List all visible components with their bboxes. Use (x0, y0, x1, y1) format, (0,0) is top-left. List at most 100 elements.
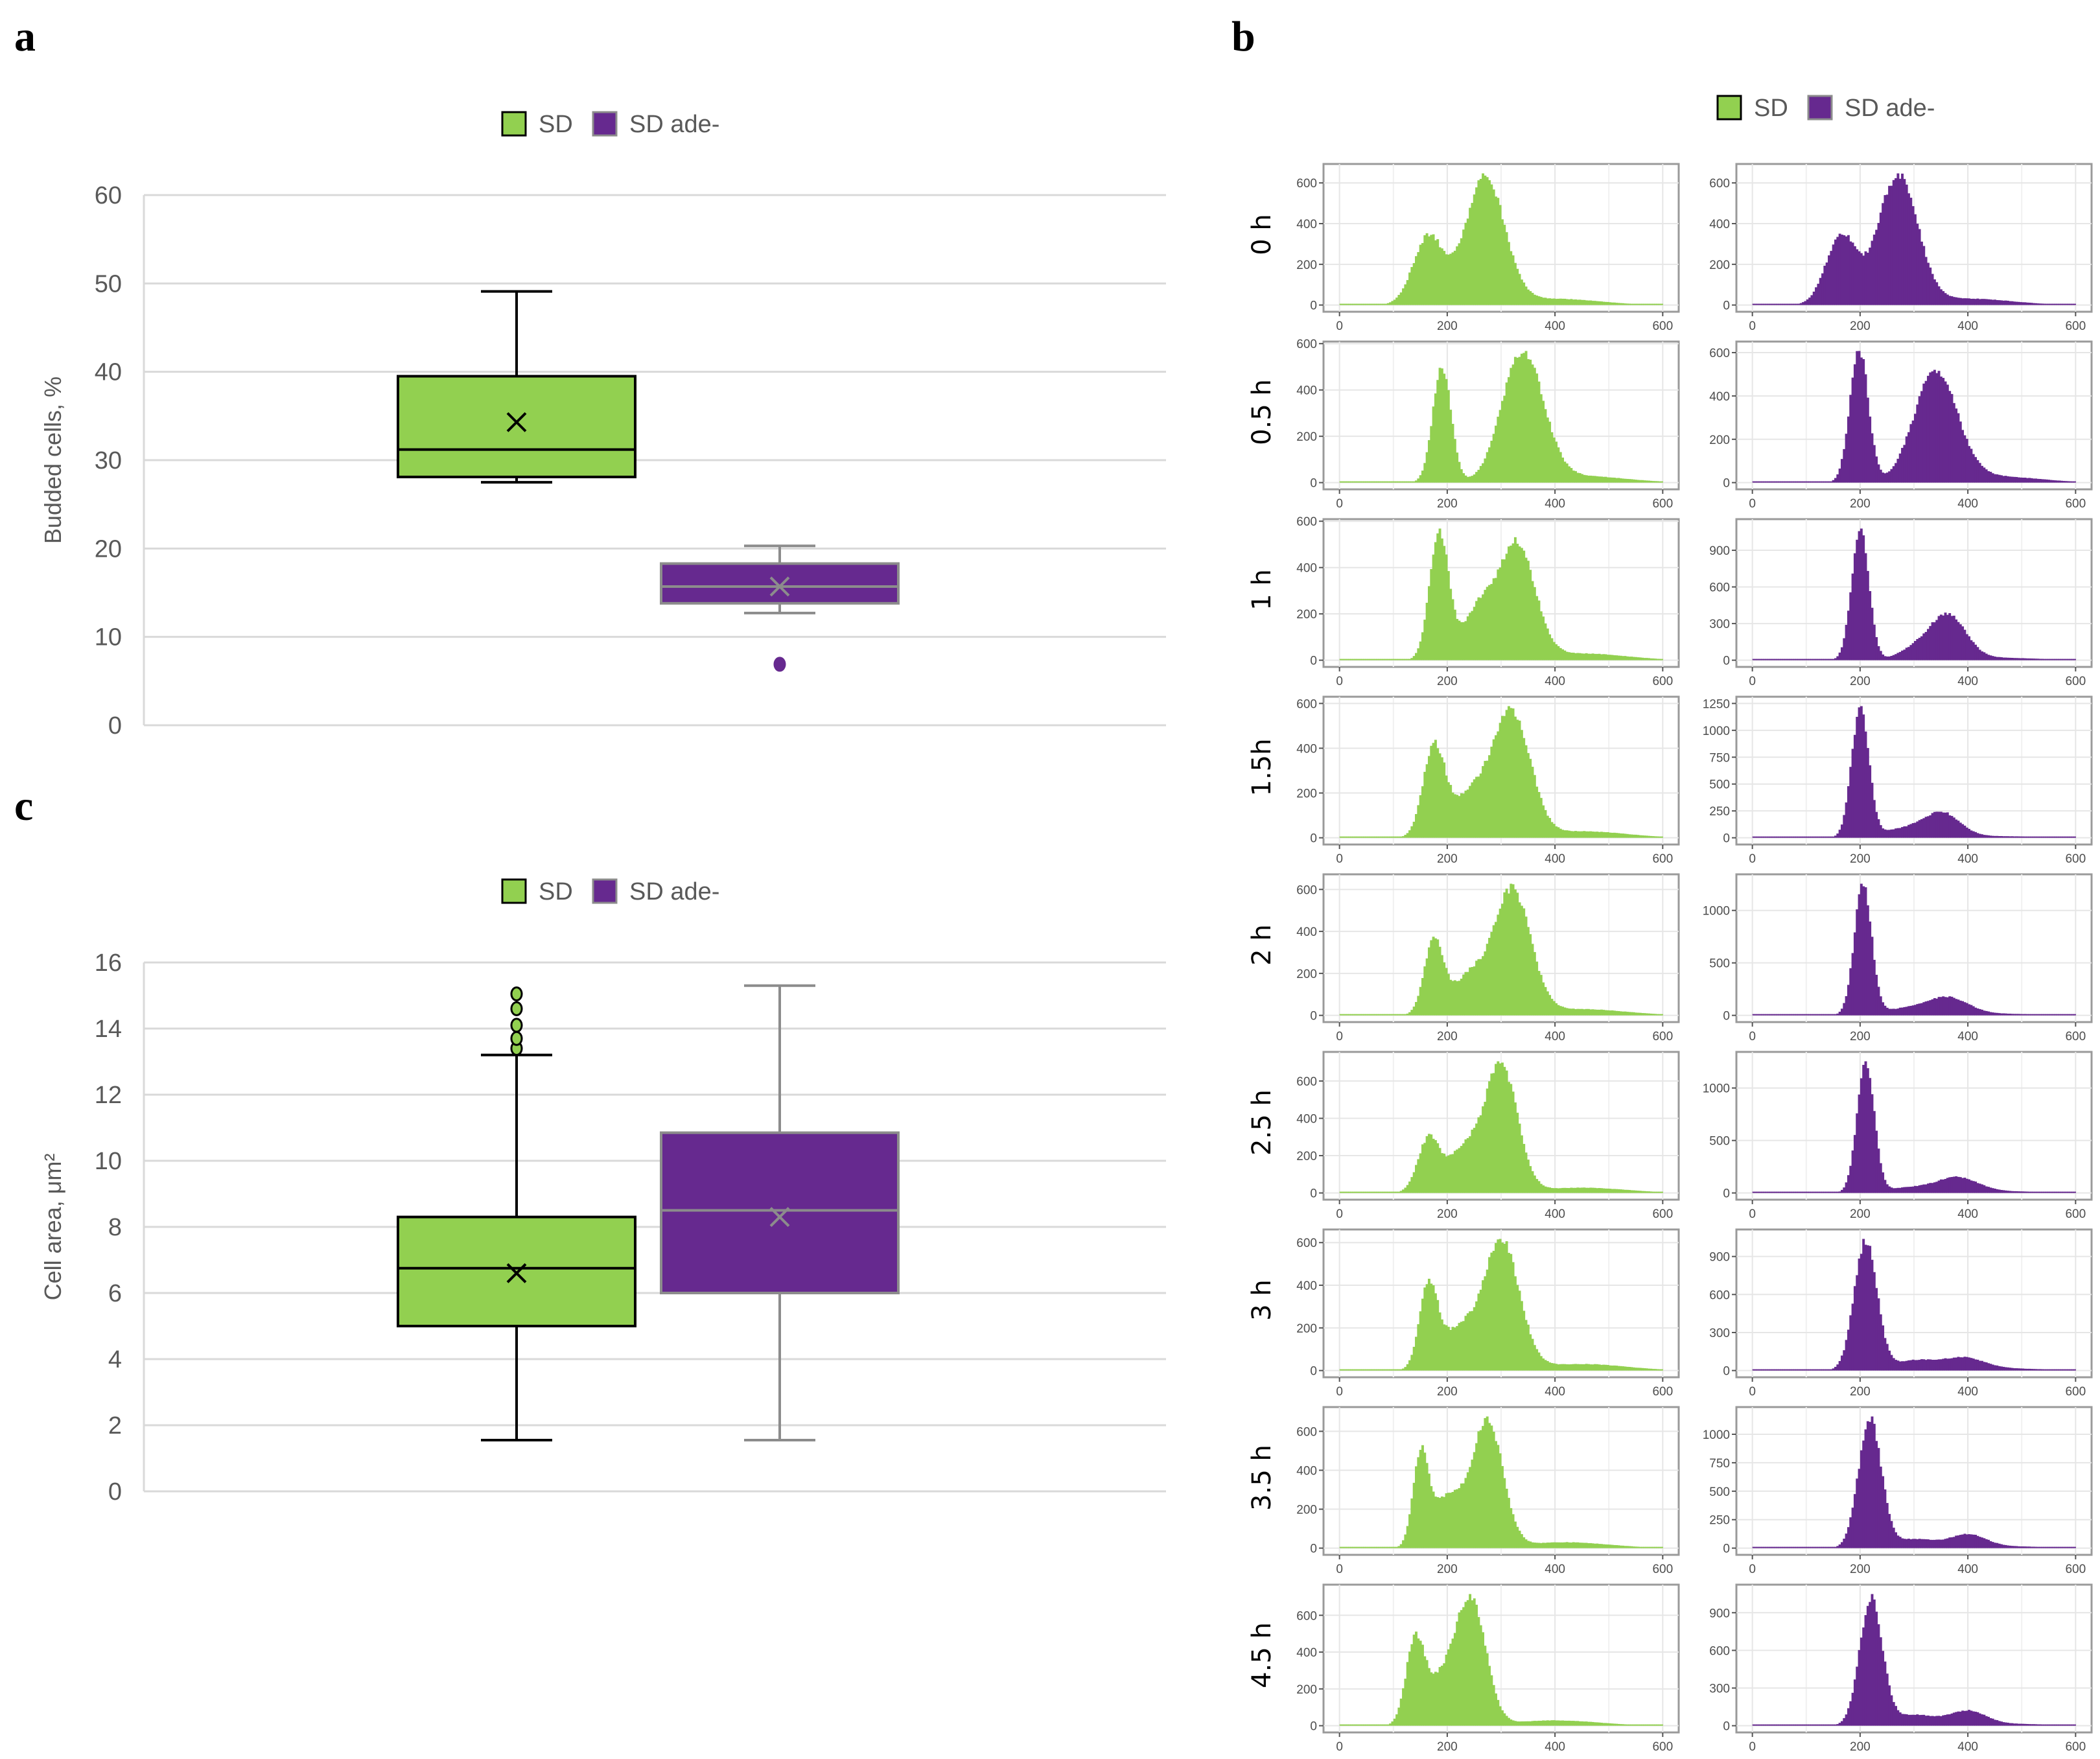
hist-bar (1752, 658, 1755, 660)
hist-bar (1898, 1537, 1902, 1548)
hist-bar (1639, 835, 1642, 838)
hist-bar (1389, 658, 1392, 660)
hist-bar (1773, 303, 1777, 305)
hist-bar (2000, 1544, 2003, 1548)
hist-bar (1890, 1355, 1893, 1371)
hist-bar (1520, 1301, 1523, 1371)
y-tick-label: 20 (95, 535, 122, 563)
hist-bar (1537, 1543, 1541, 1548)
hist-bar (2006, 476, 2009, 483)
hist-bar (1654, 1546, 1657, 1548)
hist-bar (1451, 252, 1454, 305)
hist-bar (1853, 734, 1856, 838)
hist-bar (1406, 280, 1409, 305)
hist-bar (1456, 452, 1459, 483)
hist-bar (2004, 1722, 2007, 1726)
hist-bar (1367, 481, 1370, 483)
hist-bar (1812, 1014, 1815, 1016)
hist-bar (1946, 1538, 1949, 1548)
hist-bar (1451, 981, 1454, 1016)
hist-bar (1856, 351, 1859, 483)
hist-bar (1819, 481, 1822, 483)
hist-bar (1539, 975, 1543, 1016)
hist-bar (1786, 836, 1790, 838)
legend: SD SD ade- (501, 111, 719, 138)
hist-bar (1898, 178, 1902, 305)
hist-bar (1871, 1094, 1874, 1193)
hist-bar (1587, 300, 1590, 305)
hist-bar (2073, 1191, 2076, 1193)
hist-bar (1563, 1364, 1567, 1371)
hist-bar (1771, 481, 1775, 483)
hist-bar (1574, 1364, 1577, 1371)
hist-bar (1929, 1539, 1932, 1548)
hist-bar (1914, 1539, 1917, 1548)
hist-bar (1656, 1546, 1659, 1548)
hist-bar (1479, 1430, 1482, 1548)
hist-bar (1933, 811, 1936, 838)
hist-bar (1391, 836, 1394, 838)
hist-bar (1535, 1543, 1539, 1548)
hist-bar (1544, 1720, 1547, 1726)
hist-bar (1752, 1191, 1755, 1193)
hist-bar (1622, 1366, 1625, 1371)
y-tick-label: 400 (1296, 218, 1317, 231)
hist-bar (2000, 1013, 2003, 1016)
hist-bar (1574, 1721, 1577, 1726)
hist-bar (1804, 836, 1807, 838)
hist-bar (1974, 832, 1978, 838)
hist-bar (1793, 658, 1796, 660)
hist-bar (1537, 792, 1541, 838)
hist-bar (1389, 302, 1392, 305)
hist-bar (1524, 557, 1528, 660)
hist-bar (1784, 1369, 1788, 1371)
hist-bar (1875, 1441, 1878, 1548)
hist-bar (1957, 622, 1960, 660)
x-tick-label: 600 (1652, 1385, 1673, 1399)
hist-bar (1643, 658, 1646, 660)
hist-bar (1978, 1537, 1981, 1548)
hist-bar (1866, 570, 1869, 660)
x-tick-label: 600 (1652, 320, 1673, 333)
hist-bar (1939, 811, 1942, 838)
hist-bar (1406, 1185, 1409, 1193)
hist-bar (1464, 1316, 1467, 1371)
hist-bar (1510, 1719, 1513, 1726)
hist-bar (2012, 1546, 2016, 1548)
hist-bar (1916, 224, 1919, 305)
hist-bar (1559, 828, 1562, 838)
hist-bar (1815, 658, 1817, 660)
hist-bar (2060, 303, 2063, 305)
hist-bar (1791, 836, 1794, 838)
hist-bar (1828, 1191, 1830, 1193)
hist-bar (1456, 1489, 1459, 1548)
hist-bar (1784, 303, 1788, 305)
hist-bar (1611, 1189, 1614, 1193)
hist-bar (2006, 1722, 2009, 1726)
hist-bar (1539, 1183, 1543, 1193)
hist-bar (1901, 1538, 1904, 1548)
hist-bar (1524, 1320, 1528, 1371)
hist-bar (1828, 481, 1830, 483)
hist-bar (1963, 298, 1966, 305)
hist-bar (1600, 1009, 1603, 1016)
hist-bar (1832, 836, 1835, 838)
hist-bar (1860, 357, 1863, 483)
hist-bar (1542, 1358, 1545, 1371)
hist-bar (1507, 1082, 1510, 1193)
hist-bar (1756, 836, 1760, 838)
x-tick-label: 0 (1749, 1740, 1756, 1754)
hist-bar (1531, 1338, 1534, 1371)
hist-bar (1639, 1724, 1642, 1726)
hist-bar (1911, 1005, 1915, 1016)
hist-bar (1950, 1358, 1954, 1371)
legend: SD SD ade- (1716, 95, 1935, 122)
hist-bar (1914, 214, 1917, 305)
hist-bar (1892, 1358, 1895, 1371)
hist-bar (1389, 1723, 1392, 1726)
hist-bar (1376, 658, 1379, 660)
hist-bar (1961, 298, 1965, 305)
hist-bar (2056, 1191, 2059, 1193)
hist-bar (1624, 303, 1627, 305)
hist-bar (2004, 1190, 2007, 1193)
